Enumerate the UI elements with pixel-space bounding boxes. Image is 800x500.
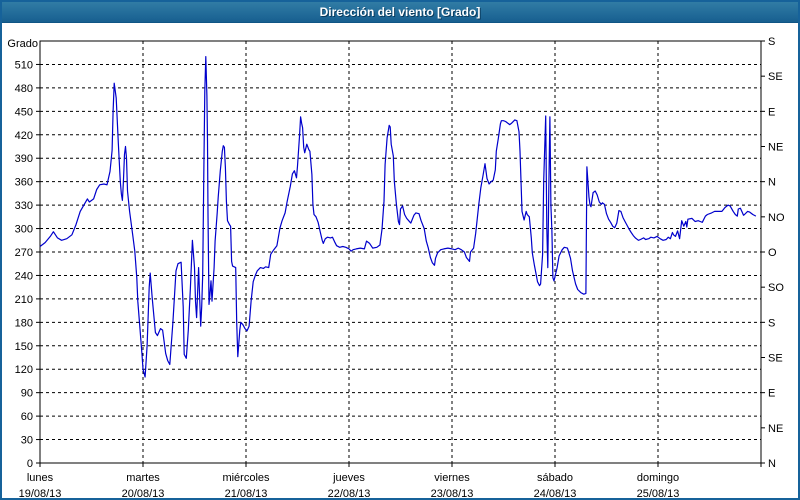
- svg-text:300: 300: [15, 224, 33, 236]
- svg-text:martes: martes: [126, 472, 160, 484]
- svg-text:N: N: [768, 458, 776, 470]
- svg-text:jueves: jueves: [332, 472, 365, 484]
- svg-text:E: E: [768, 106, 775, 118]
- chart-area: 0 30 60 90 120 150 180 210 240 270 300 330 360 390 420…: [2, 23, 798, 498]
- chart-title-bar: Dirección del viento [Grado]: [2, 2, 798, 23]
- svg-text:360: 360: [15, 177, 33, 189]
- svg-text:sábado: sábado: [537, 472, 573, 484]
- svg-text:150: 150: [15, 341, 33, 353]
- svg-text:SE: SE: [768, 71, 783, 83]
- svg-text:S: S: [768, 317, 775, 329]
- axes: [36, 40, 765, 467]
- svg-text:viernes: viernes: [434, 472, 470, 484]
- svg-text:240: 240: [15, 270, 33, 282]
- svg-text:270: 270: [15, 247, 33, 259]
- svg-text:19/08/13: 19/08/13: [19, 488, 62, 498]
- svg-text:180: 180: [15, 317, 33, 329]
- svg-text:30: 30: [21, 435, 33, 447]
- svg-text:23/08/13: 23/08/13: [431, 488, 474, 498]
- svg-text:0: 0: [27, 458, 33, 470]
- svg-text:SO: SO: [768, 282, 784, 294]
- axis-labels: 0 30 60 90 120 150 180 210 240 270 300 330 360 390 420…: [7, 36, 785, 498]
- svg-text:miércoles: miércoles: [222, 472, 270, 484]
- svg-text:120: 120: [15, 364, 33, 376]
- svg-text:S: S: [768, 36, 775, 48]
- svg-text:450: 450: [15, 106, 33, 118]
- plot-border: [39, 40, 762, 464]
- gridlines: [40, 41, 761, 463]
- svg-text:E: E: [768, 388, 775, 400]
- svg-text:390: 390: [15, 153, 33, 165]
- svg-text:domingo: domingo: [637, 472, 679, 484]
- svg-text:210: 210: [15, 294, 33, 306]
- svg-text:25/08/13: 25/08/13: [637, 488, 680, 498]
- wind-direction-chart: 0 30 60 90 120 150 180 210 240 270 300 330 360 390 420…: [7, 36, 785, 498]
- svg-text:330: 330: [15, 200, 33, 212]
- wind-direction-line: [39, 55, 757, 378]
- svg-text:420: 420: [15, 130, 33, 142]
- svg-text:60: 60: [21, 411, 33, 423]
- svg-text:NE: NE: [768, 423, 783, 435]
- svg-text:90: 90: [21, 388, 33, 400]
- svg-text:480: 480: [15, 83, 33, 95]
- svg-text:22/08/13: 22/08/13: [328, 488, 371, 498]
- svg-text:510: 510: [15, 59, 33, 71]
- chart-title: Dirección del viento [Grado]: [319, 5, 481, 19]
- svg-text:Grado: Grado: [7, 38, 38, 50]
- svg-text:lunes: lunes: [27, 472, 54, 484]
- svg-text:N: N: [768, 177, 776, 189]
- svg-text:24/08/13: 24/08/13: [534, 488, 577, 498]
- svg-text:20/08/13: 20/08/13: [122, 488, 165, 498]
- svg-text:SE: SE: [768, 353, 783, 365]
- svg-text:21/08/13: 21/08/13: [225, 488, 268, 498]
- svg-text:NE: NE: [768, 142, 783, 154]
- svg-text:NO: NO: [768, 212, 785, 224]
- svg-text:O: O: [768, 247, 777, 259]
